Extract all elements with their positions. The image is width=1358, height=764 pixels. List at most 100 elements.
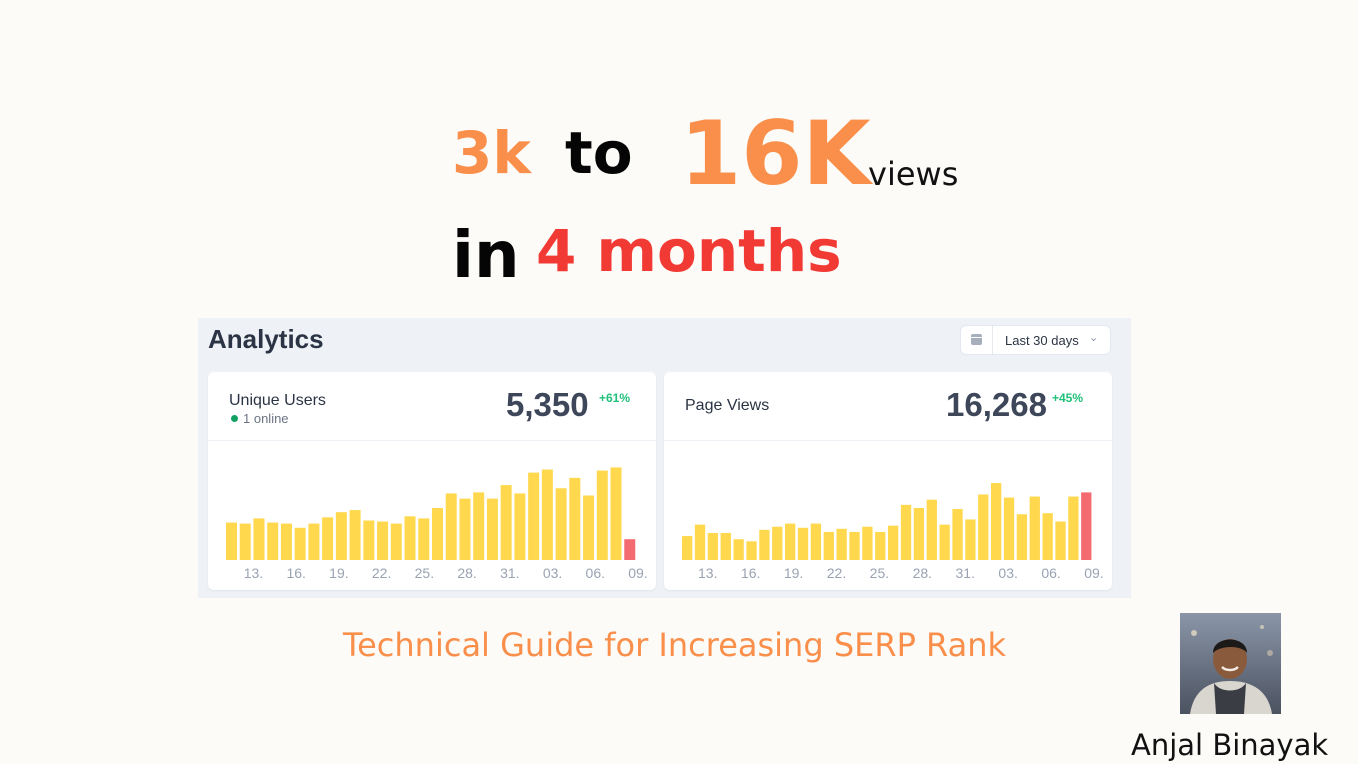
- x-tick-label: 25.: [415, 565, 434, 581]
- date-range-select[interactable]: Last 30 days ⌄: [960, 325, 1111, 355]
- headline-target: 16K: [680, 102, 871, 205]
- x-tick-label: 28.: [913, 565, 932, 581]
- x-tick-label: 22.: [372, 565, 391, 581]
- date-range-label: Last 30 days: [1005, 333, 1079, 348]
- online-dot-icon: [231, 415, 238, 422]
- chart-bar: [294, 527, 306, 560]
- chart-bar: [280, 523, 292, 560]
- chart-bar: [583, 495, 595, 560]
- date-select-divider: [992, 326, 993, 354]
- card-divider: [208, 440, 656, 441]
- x-tick-label: 19.: [329, 565, 348, 581]
- chart-bar: [810, 523, 822, 560]
- chart-bar: [253, 518, 265, 560]
- chart-bar: [759, 529, 770, 560]
- page-title: Analytics: [208, 324, 324, 354]
- x-tick-label: 16.: [741, 565, 760, 581]
- chart-bar: [349, 510, 361, 560]
- chart-bar: [610, 467, 622, 560]
- chart-bar: [952, 509, 963, 560]
- x-tick-label: 06.: [1041, 565, 1060, 581]
- chart-bar: [267, 522, 279, 560]
- chart-bar: [514, 493, 526, 560]
- x-tick-label: 22.: [827, 565, 846, 581]
- chart-bar: [823, 531, 834, 560]
- chart-bar: [555, 488, 567, 560]
- chart-bar: [682, 536, 693, 560]
- chart-bar: [694, 524, 706, 560]
- x-tick-label: 28.: [457, 565, 476, 581]
- chart-bar: [913, 508, 925, 560]
- chart-bar: [797, 527, 809, 560]
- guide-subtitle: Technical Guide for Increasing SERP Rank: [343, 626, 1006, 664]
- x-tick-label: 03.: [998, 565, 1017, 581]
- author-name: Anjal Binayak: [1131, 728, 1329, 762]
- chart-bar: [569, 477, 581, 560]
- chart-bar: [733, 539, 744, 560]
- x-tick-label: 13.: [244, 565, 263, 581]
- page-views-label: Page Views: [685, 397, 770, 414]
- chart-bar: [836, 528, 847, 560]
- chart-bar: [888, 525, 899, 560]
- chart-bar: [978, 494, 989, 560]
- unique-users-chart: 13. 16. 19. 22. 25. 28. 31. 03. 06. 09.: [226, 467, 648, 581]
- page-views-card: Page Views 16,268 +45% 13. 16. 19. 22. 25. 28…: [664, 372, 1112, 590]
- headline-duration: 4 months: [536, 217, 842, 285]
- chart-bar: [1042, 513, 1053, 560]
- chart-bar: [418, 518, 430, 560]
- chart-bar: [226, 522, 237, 560]
- x-tick-label: 06.: [586, 565, 605, 581]
- chart-bar: [720, 532, 731, 560]
- chart-bar: [459, 498, 471, 560]
- x-tick-label: 31.: [500, 565, 519, 581]
- chart-bar: [785, 523, 796, 560]
- page-views-value: 16,268: [946, 386, 1047, 423]
- chart-bar: [849, 531, 860, 560]
- online-status: 1 online: [231, 411, 289, 426]
- chart-bar: [390, 523, 402, 560]
- chart-bar: [445, 493, 457, 560]
- chart-bar: [991, 483, 1002, 560]
- chart-bar: [486, 498, 498, 560]
- unique-users-label: Unique Users: [229, 392, 326, 409]
- chart-bar: [404, 516, 416, 560]
- chart-bar: [965, 519, 976, 560]
- calendar-icon: [971, 334, 982, 345]
- headline-to-word: to: [565, 119, 633, 187]
- page-views-delta: +45%: [1052, 391, 1084, 405]
- x-tick-label: 09.: [628, 565, 647, 581]
- analytics-panel: Analytics Last 30 days ⌄ Unique Users 1 …: [198, 318, 1131, 598]
- chart-bar: [939, 524, 950, 560]
- chart-bar: [746, 541, 757, 560]
- chart-bar: [624, 539, 636, 560]
- chart-bar: [875, 531, 886, 560]
- x-tick-label: 03.: [543, 565, 562, 581]
- chart-bar: [926, 499, 937, 560]
- x-tick-label: 16.: [286, 565, 305, 581]
- chart-bar: [473, 492, 485, 560]
- chart-bar: [772, 526, 783, 560]
- chart-bar: [596, 470, 608, 560]
- page-views-chart: 13. 16. 19. 22. 25. 28. 31. 03. 06. 09.: [682, 483, 1104, 581]
- online-count: 1 online: [243, 411, 289, 426]
- x-tick-label: 09.: [1084, 565, 1103, 581]
- chart-bar: [1016, 514, 1028, 560]
- chart-bar: [500, 485, 512, 560]
- chart-bar: [308, 523, 320, 560]
- headline-from: 3k: [452, 119, 531, 187]
- chart-bar: [1029, 496, 1040, 560]
- chart-bar: [541, 469, 553, 560]
- unique-users-delta: +61%: [599, 391, 631, 405]
- headline-unit: views: [868, 155, 959, 193]
- x-tick-label: 25.: [870, 565, 889, 581]
- chart-bar: [335, 512, 347, 560]
- chart-bar: [900, 504, 912, 560]
- chart-bar: [432, 508, 443, 560]
- chart-bar: [1055, 521, 1066, 560]
- chart-bar: [377, 521, 389, 560]
- x-tick-label: 31.: [956, 565, 975, 581]
- chart-bar: [1003, 497, 1015, 560]
- chart-bar: [239, 523, 251, 560]
- chart-bar: [363, 520, 375, 560]
- chart-bar: [862, 526, 873, 560]
